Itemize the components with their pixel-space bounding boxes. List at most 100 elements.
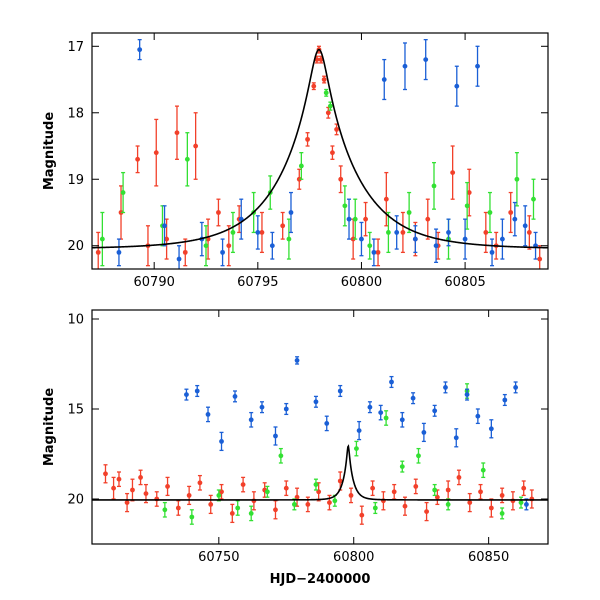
bottom-point-green [189, 509, 195, 525]
bottom-marker [488, 426, 494, 432]
top-marker [230, 230, 236, 235]
top-marker [446, 230, 451, 235]
top-point-red [508, 191, 514, 234]
bottom-marker [518, 500, 524, 505]
top-marker [311, 83, 317, 89]
top-marker [383, 196, 389, 202]
bottom-point-red [197, 474, 203, 491]
bottom-point-blue [464, 388, 470, 401]
top-y-tick-label: 20 [67, 239, 84, 254]
top-marker [118, 210, 124, 215]
top-point-green [230, 211, 236, 254]
bottom-point-red [521, 480, 527, 497]
top-point-blue [255, 215, 261, 250]
top-point-red [296, 168, 302, 190]
top-marker [342, 203, 348, 209]
top-marker [450, 170, 456, 176]
top-marker [174, 130, 180, 136]
bottom-marker [389, 379, 394, 385]
top-point-red [259, 211, 265, 254]
bottom-marker [502, 397, 508, 403]
bottom-marker [216, 493, 222, 498]
bottom-point-red [175, 500, 181, 516]
bottom-marker [332, 498, 338, 504]
bottom-point-red [103, 464, 108, 484]
bottom-marker [208, 502, 214, 507]
top-marker [431, 183, 437, 189]
top-point-blue [475, 45, 480, 87]
bottom-point-green [216, 489, 222, 502]
top-marker [120, 190, 126, 195]
bottom-marker [383, 415, 389, 421]
bottom-marker [259, 404, 265, 410]
top-marker [526, 230, 532, 235]
bottom-point-green [235, 500, 241, 516]
top-x-tick-label: 60805 [444, 275, 485, 290]
top-marker [537, 256, 543, 262]
top-point-blue [412, 225, 418, 254]
top-marker [226, 243, 232, 249]
bottom-point-red [424, 501, 429, 522]
top-point-red [280, 211, 286, 240]
bottom-marker [283, 485, 289, 491]
top-point-red [95, 231, 101, 269]
top-marker [321, 77, 327, 82]
bottom-x-tick-label: 60750 [198, 550, 239, 565]
bottom-marker [111, 485, 116, 491]
bottom-marker [116, 476, 122, 482]
top-point-blue [500, 218, 505, 260]
bottom-y-tick-label: 10 [67, 313, 84, 328]
bottom-point-blue [273, 426, 278, 446]
top-point-green [323, 88, 329, 97]
top-marker [99, 236, 105, 242]
bottom-x-axis-label: HJD−2400000 [270, 572, 371, 587]
bottom-marker [138, 475, 143, 480]
bottom-point-blue [475, 408, 481, 425]
top-marker [330, 150, 335, 156]
bottom-point-blue [488, 419, 494, 439]
top-point-green [531, 178, 536, 220]
top-marker [412, 236, 418, 242]
top-point-green [406, 191, 412, 234]
bottom-marker [370, 485, 376, 491]
bottom-marker [313, 399, 319, 405]
bottom-point-red [186, 485, 192, 506]
bottom-point-blue [421, 422, 427, 443]
bottom-point-red [359, 505, 365, 525]
top-point-blue [489, 238, 495, 267]
top-point-red [363, 201, 368, 237]
bottom-marker [232, 394, 238, 399]
bottom-marker [513, 385, 519, 390]
bottom-point-blue [356, 420, 362, 441]
bottom-y-axis-label: Magnitude [42, 388, 57, 467]
top-point-red [338, 165, 344, 194]
bottom-point-blue [432, 404, 438, 417]
top-marker [203, 243, 209, 249]
bottom-point-red [478, 483, 483, 500]
top-marker [135, 156, 141, 162]
bottom-point-blue [367, 401, 373, 414]
bottom-point-red [165, 476, 170, 497]
bottom-point-blue [324, 415, 330, 432]
top-marker [352, 216, 358, 222]
top-point-red [450, 145, 456, 200]
top-point-blue [137, 38, 143, 61]
top-point-blue [269, 231, 275, 260]
top-marker [286, 236, 292, 242]
bottom-marker [413, 484, 419, 489]
bottom-point-red [370, 480, 376, 497]
top-marker [288, 210, 294, 215]
top-point-green [99, 211, 105, 267]
bottom-marker [488, 505, 494, 511]
bottom-marker [235, 505, 241, 511]
bottom-marker [367, 404, 373, 410]
top-point-red [383, 171, 389, 227]
top-marker [359, 236, 364, 242]
bottom-point-blue [259, 401, 265, 414]
bottom-marker [291, 502, 297, 507]
top-marker [483, 230, 489, 235]
top-point-red [321, 75, 327, 84]
bottom-marker [432, 487, 438, 493]
top-y-axis-label: Magnitude [42, 112, 57, 191]
